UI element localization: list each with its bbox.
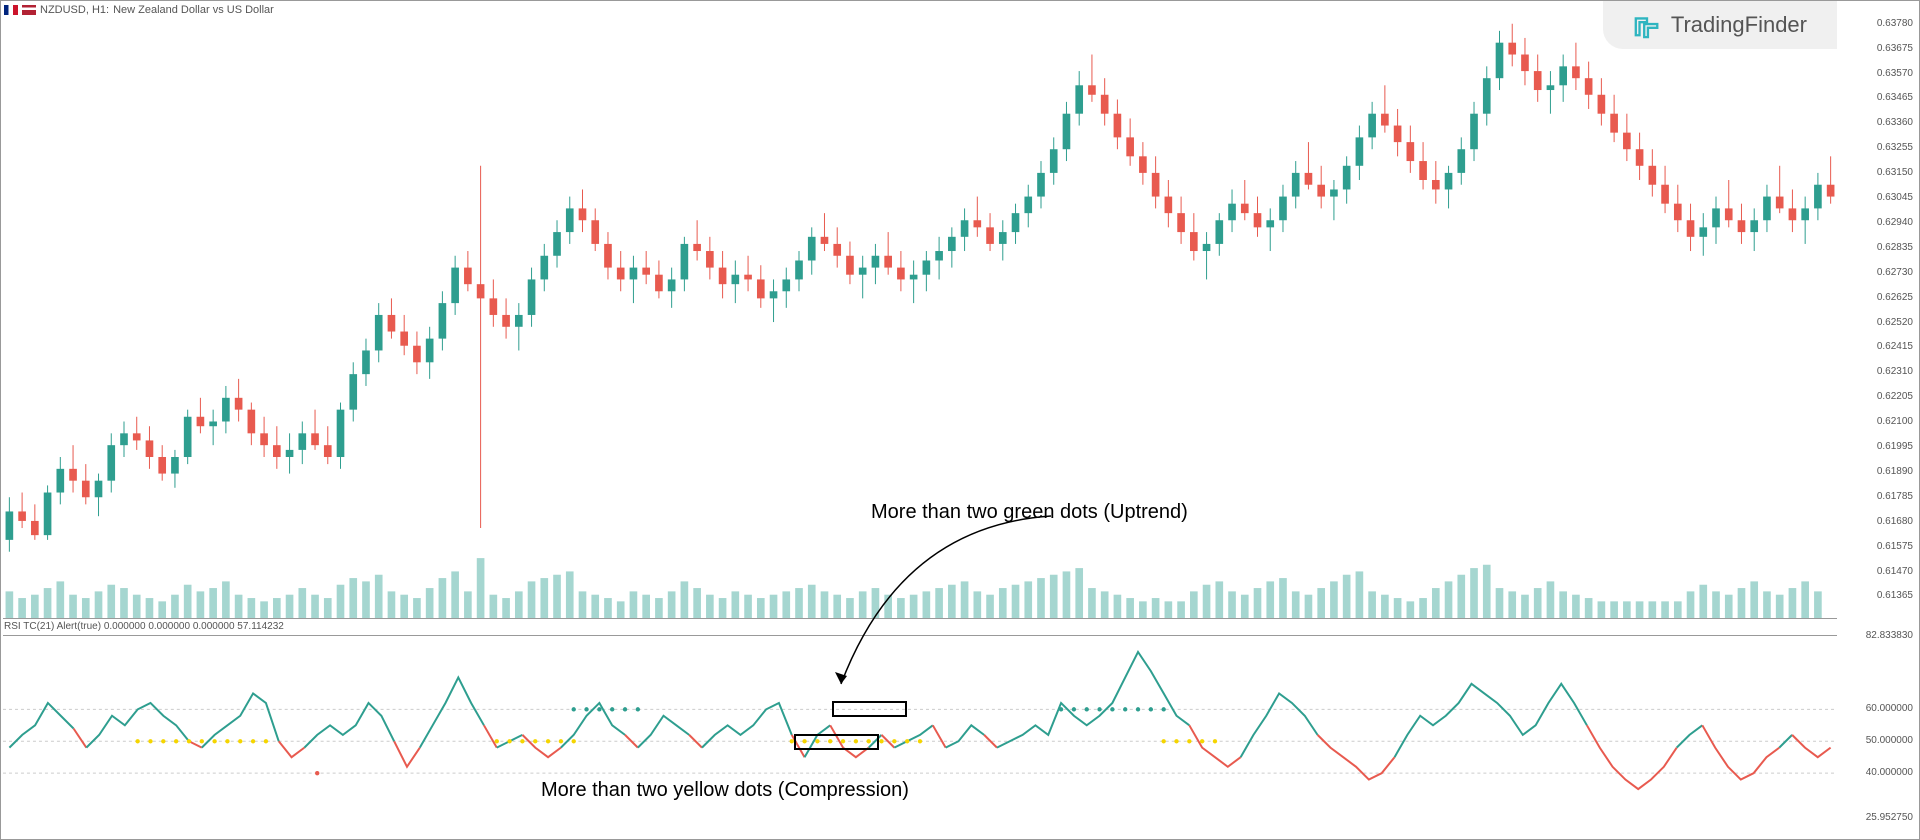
chart-header: NZDUSD, H1: New Zealand Dollar vs US Dol… [4,4,274,16]
nz-flag-icon [4,5,18,15]
green-dots-highlight [832,701,907,717]
yellow-dots-highlight [794,734,879,750]
uptrend-annotation: More than two green dots (Uptrend) [871,501,1188,524]
indicator-label: RSI TC(21) Alert(true) 0.000000 0.000000… [4,621,284,632]
main-candlestick-chart[interactable] [3,19,1837,619]
indicator-axis: 82.83383060.00000050.00000040.00000025.9… [1839,635,1917,821]
symbol-label: NZDUSD, H1: [40,4,109,16]
rsi-indicator-chart[interactable] [3,635,1837,821]
price-axis: 0.637800.636750.635700.634650.633600.632… [1839,19,1917,619]
symbol-description: New Zealand Dollar vs US Dollar [113,4,274,16]
compression-annotation: More than two yellow dots (Compression) [541,779,909,802]
us-flag-icon [22,5,36,15]
